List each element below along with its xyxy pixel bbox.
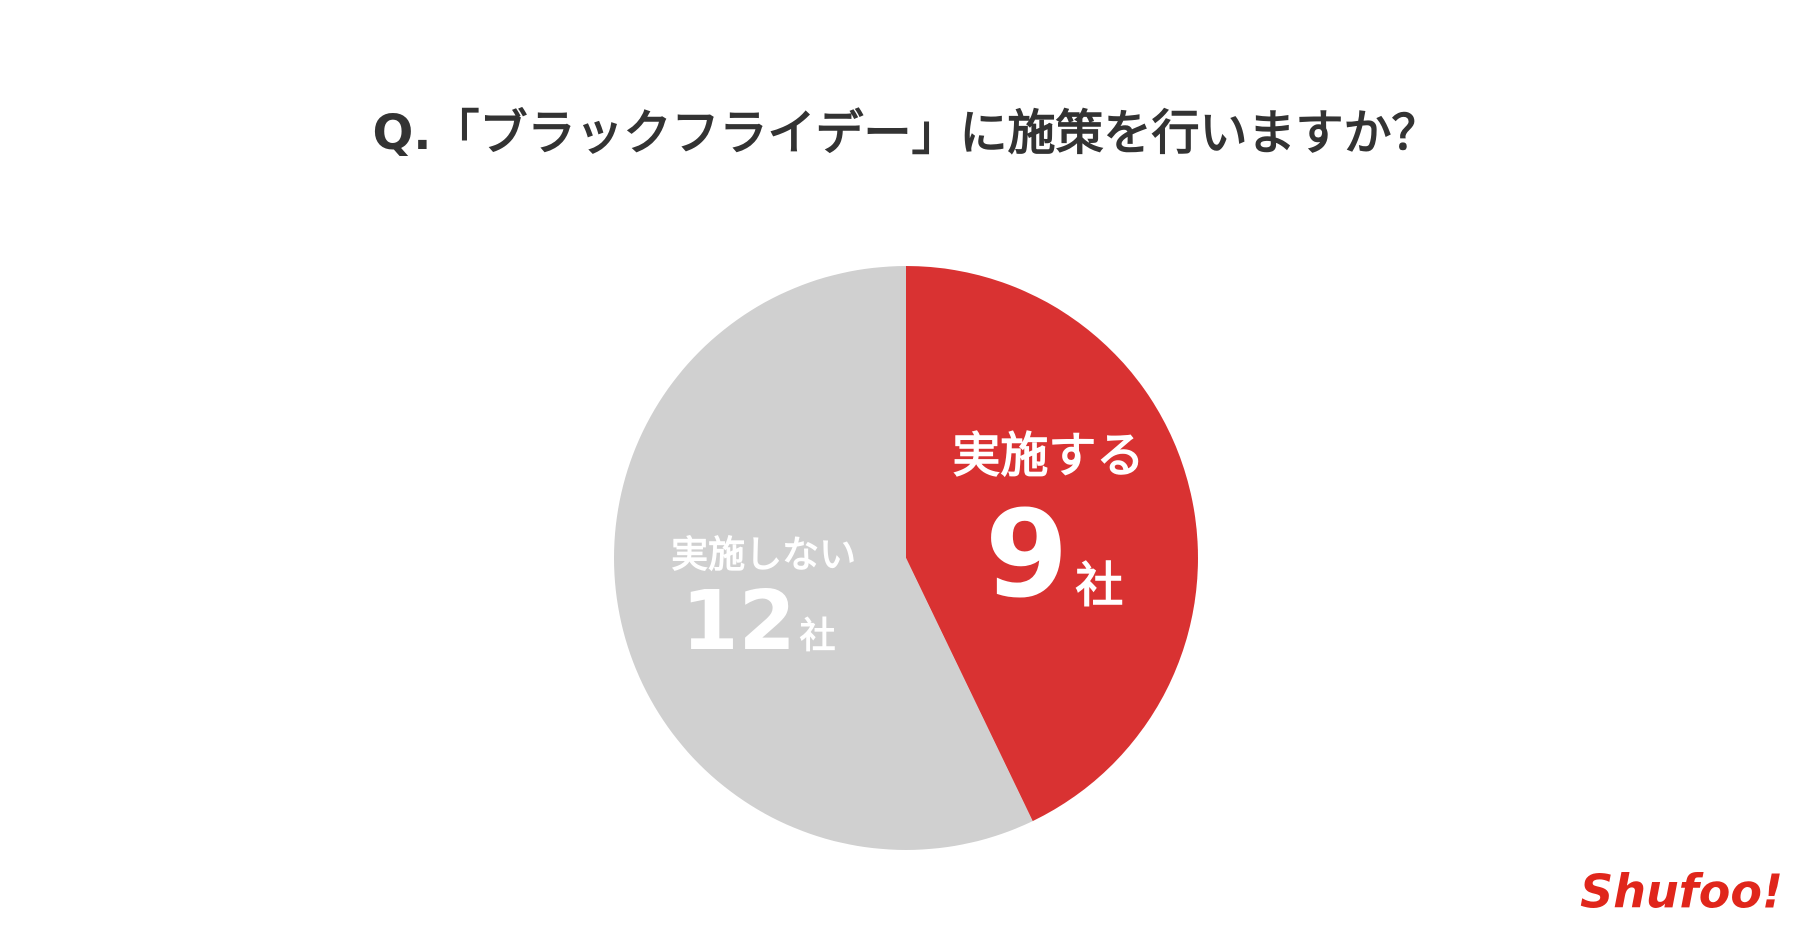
- logo: Shufoo!: [1580, 865, 1783, 919]
- slice-label: 実施しない: [671, 533, 856, 576]
- chart-title: Q.「ブラックフライデー」に施策を行いますか？: [372, 105, 1439, 161]
- pie-slice: [613, 266, 1033, 850]
- pie-slice: [906, 266, 1198, 822]
- unit-label: 社: [800, 615, 836, 656]
- unit-label: 社: [1075, 558, 1123, 614]
- value-label: 9: [985, 486, 1069, 625]
- slice-label: 実施する: [952, 428, 1144, 484]
- value-label: 12: [682, 574, 796, 669]
